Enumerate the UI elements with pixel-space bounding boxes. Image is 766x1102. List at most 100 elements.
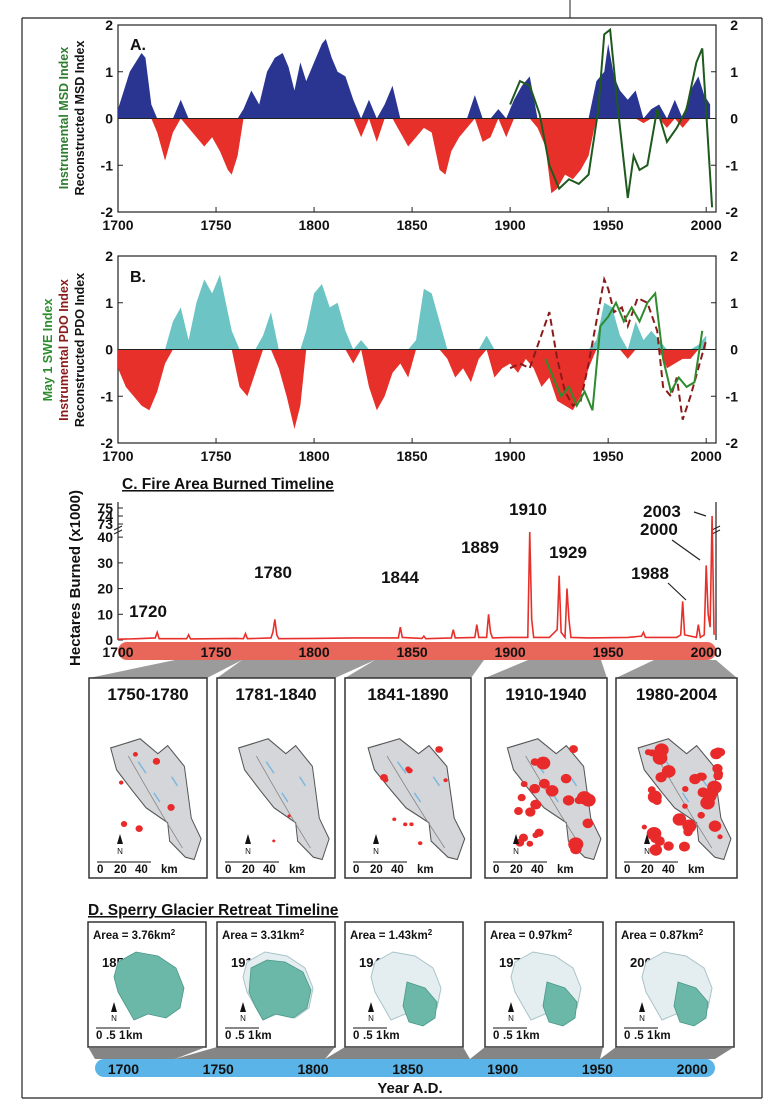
fire-map-title: 1980-2004 [636,685,718,704]
y-tick-label-right: 2 [730,17,738,33]
fire-patch [687,825,696,833]
fire-patch [406,767,413,774]
glacier-shape [510,951,582,1027]
fire-annotation-2003: 2003 [643,502,681,521]
fire-patch [649,844,663,856]
x-tick-label: 1750 [200,644,231,660]
glacier-extent [542,981,578,1027]
fire-patch [697,811,705,819]
x-tick-label: 1850 [397,448,428,464]
fire-annotation-1720: 1720 [129,602,167,621]
y-tick-label-left: 1 [105,295,113,311]
scale-label: .5 [503,1030,513,1042]
x-tick-label: 2000 [691,217,722,233]
leader-1988 [667,582,687,601]
scale-label: 1 [647,1030,654,1042]
reconstructed-positive-area [118,274,707,350]
fire-maps-row: 1750-1780 N 0 20 40 km 1781-1840 N 0 20 40 km 1841-1… [88,660,738,879]
scale-label: 0 [225,864,231,876]
scale-label: 0 [225,1030,231,1042]
y-tick-label-right: -2 [726,435,739,451]
north-label: N [368,1014,374,1023]
y-tick-label-left: 2 [105,17,113,33]
axis-break [711,529,721,535]
fire-annotation-2000: 2000 [640,520,678,539]
fire-map-connector [217,660,375,678]
fire-map-connector [485,660,607,678]
divide-line [386,755,446,849]
x-tick-label: 1900 [495,644,526,660]
scale-label: 1 [376,1030,383,1042]
fire-patch [717,834,723,840]
fire-map-title: 1910-1940 [505,685,586,704]
fire-patch [682,786,689,792]
x-tick-label: 1850 [397,217,428,233]
fire-patch [532,832,539,839]
y-tick-label-left: -2 [101,204,114,220]
panel-b-label: B. [130,269,146,286]
scale-label: km [383,1030,400,1042]
glacier-shape [113,951,185,1021]
fire-patch [517,793,526,802]
fire-patch [682,803,688,809]
fire-patch [152,757,161,765]
fire-map-connector [616,660,737,678]
x-tick-label: 1700 [102,448,133,464]
fire-patch [514,807,523,816]
panel-a-label: A. [130,37,146,54]
divide-line [128,755,183,849]
north-arrow-icon [373,834,379,844]
fire-area-line [117,515,715,641]
glacier-shape [370,951,442,1027]
fire-patch [663,841,674,851]
panel-b-pdo-chart: B. May 1 SWE Index Instrumental PDO Inde… [41,248,738,464]
x-tick-label: 1850 [397,644,428,660]
glacier-area-label: Area = 3.76km2 [93,928,176,943]
axis-break [113,525,123,531]
fire-annotation-1889: 1889 [461,538,499,557]
glacier-area-label: Area = 1.43km2 [350,928,433,943]
north-label: N [644,847,650,856]
north-arrow-icon [368,1002,374,1012]
y-tick-label-left: 1 [105,64,113,80]
fire-timeline-bar [118,642,716,660]
y-tick-label-left: 0 [105,111,113,127]
y-tick-label: 75 [97,500,113,516]
axis-break [711,525,721,531]
north-label: N [639,1014,645,1023]
panel-b-ylabel-swe: May 1 SWE Index [41,299,55,402]
scale-label: 20 [114,864,127,876]
x-tick-label: 1700 [102,644,133,660]
fire-patch [647,786,656,794]
fire-patch [435,746,443,753]
fire-patch [672,813,687,826]
panel-d-title: D. Sperry Glacier Retreat Timeline [88,902,339,919]
scale-label: 40 [391,864,404,876]
bottom-xlabel: Year A.D. [377,1080,442,1097]
leader-2003 [693,511,707,517]
swe-line [544,290,704,411]
fire-patch [641,824,647,830]
park-outline [506,738,602,861]
fire-patch [403,822,408,827]
fire-patch [272,839,276,843]
scale-label: 20 [242,864,255,876]
north-arrow-icon [111,1002,117,1012]
y-tick-label-right: -1 [726,388,739,404]
scale-label: 0 [493,864,499,876]
scale-label: 40 [531,864,544,876]
scale-label: 0 [353,864,359,876]
y-tick-label-right: 1 [730,64,738,80]
y-tick-label-left: -2 [101,435,114,451]
scale-label: 20 [370,864,383,876]
glacier-extent [673,981,709,1027]
fire-patch [569,745,578,754]
bottom-x-tick-label: 2000 [677,1061,708,1077]
panel-d-glacier: D. Sperry Glacier Retreat Timeline Area … [87,902,735,1097]
scale-label: 20 [510,864,523,876]
panel-a-ylabel-reconstructed: Reconstructed MSD Index [73,41,87,196]
axis-break [113,529,123,535]
y-tick-label: 73 [97,516,113,532]
fire-patch [708,820,722,832]
